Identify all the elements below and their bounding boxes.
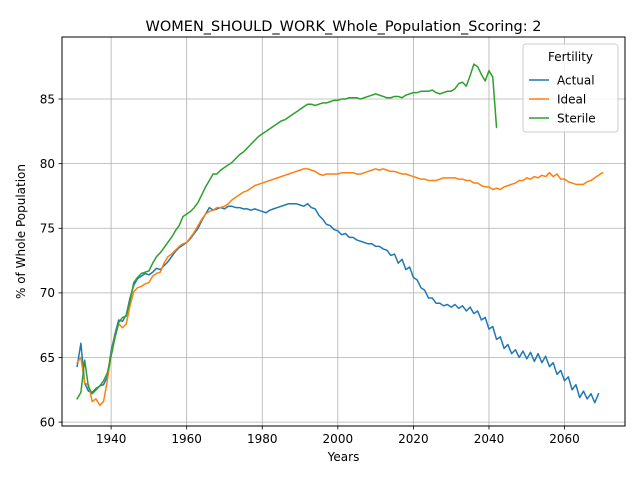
x-tick-label: 2020 (398, 432, 429, 446)
series-line-sterile (76, 63, 498, 400)
plot-frame (61, 36, 626, 427)
x-axis-label: Years (327, 450, 360, 464)
x-tick-label: 1980 (247, 432, 278, 446)
legend-items: Actual Ideal Sterile (529, 73, 596, 125)
x-tick-label: 2060 (549, 432, 580, 446)
y-tick-label: 75 (40, 222, 55, 236)
x-tick-label: 1940 (96, 432, 127, 446)
series-line-actual (76, 202, 600, 404)
legend-box (522, 43, 619, 133)
y-tick-label: 65 (40, 351, 55, 365)
x-tick-label: 2040 (474, 432, 505, 446)
legend-label-sterile: Sterile (557, 111, 596, 125)
chart-title: WOMEN_SHOULD_WORK_Whole_Population_Scori… (146, 19, 542, 35)
x-tick-label: 2000 (323, 432, 354, 446)
x-tick-label: 1960 (171, 432, 202, 446)
grid-lines (62, 37, 625, 426)
x-axis-ticks: 1940 1960 1980 2000 2020 2040 2060 (96, 426, 580, 446)
series-line-ideal (76, 168, 604, 407)
y-tick-label: 80 (40, 157, 55, 171)
legend: Fertility Actual Ideal Sterile (522, 43, 619, 133)
y-axis-ticks: 60 65 70 75 80 85 (40, 92, 62, 429)
y-tick-label: 85 (40, 92, 55, 106)
series-lines (76, 63, 604, 407)
legend-title: Fertility (548, 50, 593, 64)
legend-label-ideal: Ideal (557, 92, 586, 106)
y-tick-label: 60 (40, 415, 55, 429)
y-axis-label: % of Whole Population (14, 164, 28, 299)
legend-label-actual: Actual (557, 73, 595, 87)
y-tick-label: 70 (40, 286, 55, 300)
